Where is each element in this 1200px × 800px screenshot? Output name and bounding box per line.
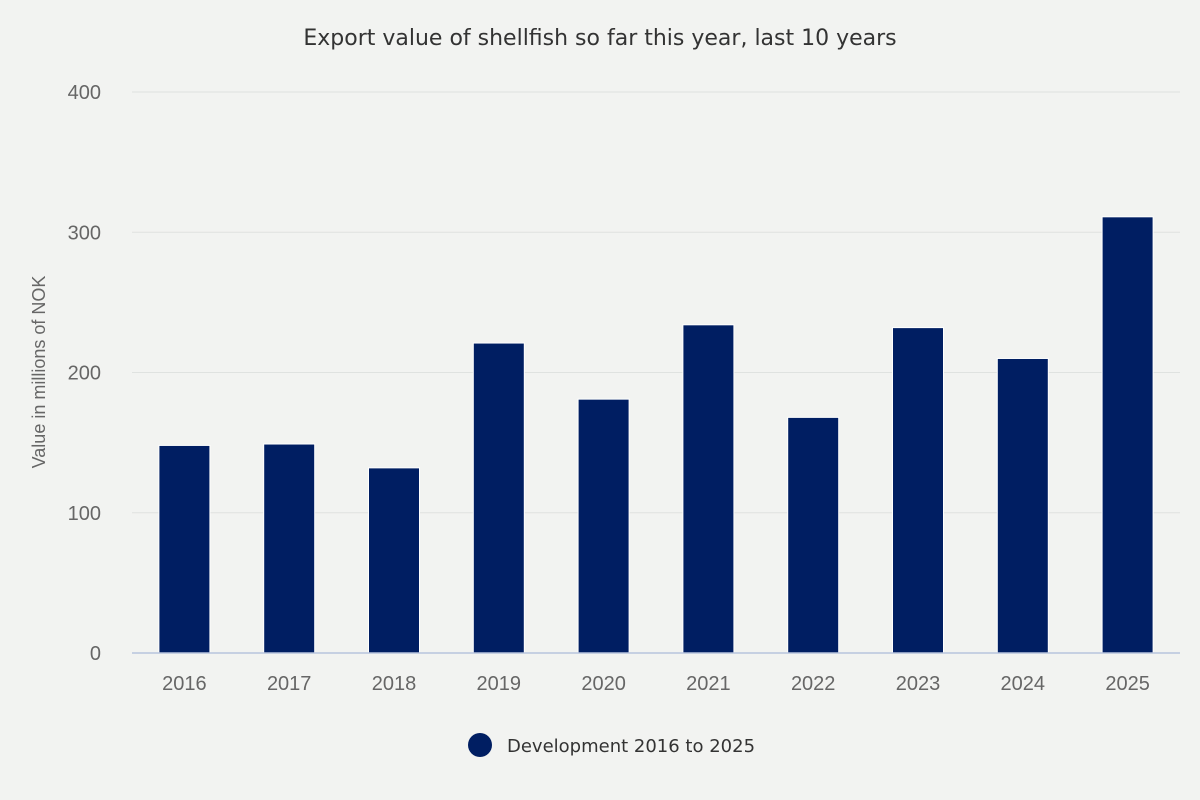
legend[interactable]: Development 2016 to 2025 — [468, 733, 755, 757]
x-tick-label: 2019 — [477, 673, 522, 695]
y-axis-title: Value in millions of NOK — [29, 276, 49, 469]
x-tick-label: 2023 — [896, 673, 941, 695]
bars — [158, 216, 1154, 654]
y-tick-label: 0 — [90, 643, 101, 665]
legend-marker — [468, 733, 492, 757]
bar-2024[interactable] — [996, 357, 1049, 654]
bar-2025[interactable] — [1101, 216, 1154, 654]
chart-title: Export value of shellfish so far this ye… — [303, 26, 896, 51]
y-tick-label: 200 — [68, 363, 101, 385]
y-tick-label: 100 — [68, 503, 101, 525]
x-tick-label: 2021 — [686, 673, 731, 695]
y-tick-label: 400 — [68, 82, 101, 104]
bar-2018[interactable] — [368, 467, 420, 654]
x-tick-label: 2017 — [267, 673, 312, 695]
bar-2016[interactable] — [158, 444, 211, 654]
x-tick-label: 2020 — [581, 673, 626, 695]
y-tick-label: 300 — [68, 222, 101, 244]
x-tick-label: 2018 — [372, 673, 417, 695]
bar-2022[interactable] — [787, 416, 840, 654]
bar-2019[interactable] — [472, 342, 525, 654]
x-tick-label: 2022 — [791, 673, 836, 695]
bar-2017[interactable] — [263, 443, 316, 654]
bar-2021[interactable] — [682, 324, 735, 654]
y-axis-ticks: 0 100 200 300 400 — [68, 82, 101, 665]
bar-2023[interactable] — [892, 327, 944, 654]
x-tick-label: 2024 — [1001, 673, 1046, 695]
x-axis-ticks: 2016 2017 2018 2019 2020 2021 2022 2023 2024 2025 — [162, 673, 1150, 695]
legend-label: Development 2016 to 2025 — [507, 736, 755, 757]
x-tick-label: 2016 — [162, 673, 207, 695]
x-tick-label: 2025 — [1105, 673, 1150, 695]
bar-2020[interactable] — [577, 398, 630, 654]
